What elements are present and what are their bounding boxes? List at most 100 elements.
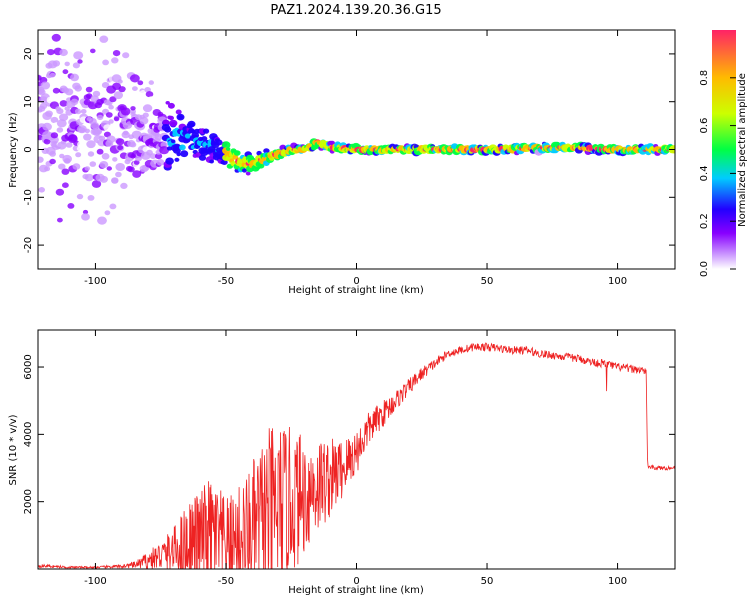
spectrogram-cell	[72, 163, 81, 170]
spectrogram-cell	[169, 119, 178, 127]
chart-title: PAZ1.2024.139.20.36.G15	[270, 3, 441, 18]
snr-xtick-label: 100	[608, 576, 627, 587]
spectrogram-ytick-label: -20	[23, 237, 34, 253]
spectrogram-cell	[180, 150, 189, 158]
spectrogram-cell	[108, 185, 118, 194]
spectrogram-cell	[65, 142, 73, 148]
spectrogram-cell	[132, 170, 142, 178]
spectrogram-cell	[97, 216, 107, 225]
spectrogram-cell	[44, 166, 51, 172]
spectrogram-cell	[112, 50, 121, 57]
spectrogram-cell	[142, 104, 153, 113]
spectrogram-cell	[168, 115, 174, 121]
snr-ylabel: SNR (10 * v/v)	[8, 414, 19, 485]
spectrogram-cell	[80, 109, 87, 114]
spectrogram-cell	[108, 119, 114, 124]
spectrogram-cell	[38, 187, 45, 193]
spectrogram-cell	[102, 59, 109, 66]
spectrogram-cell	[174, 157, 180, 162]
spectrogram-cell	[130, 109, 136, 114]
spectrogram-cell	[165, 157, 174, 165]
spectrogram-cell	[96, 148, 104, 155]
spectrogram-cell	[149, 153, 157, 160]
colorbar: 0.0 0.2 0.4 0.6 0.8 Normalized spectral ampl…	[699, 30, 748, 277]
spectrogram-cell	[111, 57, 119, 64]
spectrogram-cell	[233, 150, 241, 156]
snr-ytick-label: 2000	[23, 489, 34, 514]
spectrogram-cell	[130, 74, 140, 83]
spectrogram-cell	[55, 188, 65, 196]
spectrogram-cell	[108, 197, 118, 205]
spectrogram-cell	[106, 166, 113, 171]
spectrogram-cell	[127, 166, 135, 173]
snr-xtick-label: 50	[481, 576, 494, 587]
spectrogram-ytick-label: -10	[23, 189, 34, 205]
spectrogram-cell	[117, 79, 123, 84]
spectrogram-cell	[144, 87, 151, 93]
spectrogram-cell	[257, 163, 265, 169]
spectrogram-xtick-label: 50	[481, 276, 494, 287]
spectrogram-cell	[164, 126, 172, 133]
spectrogram-ytick-label: 0	[23, 146, 34, 152]
spectrogram-cell	[88, 79, 94, 85]
spectrogram-cell	[232, 155, 239, 160]
snr-series-line	[38, 342, 675, 569]
spectrogram-cell	[81, 213, 90, 221]
spectrogram-cell	[92, 90, 101, 97]
spectrogram-cell	[215, 139, 223, 146]
spectrogram-cell	[74, 85, 82, 92]
spectrogram-cell	[198, 154, 207, 161]
spectrogram-cell	[77, 140, 87, 149]
spectrogram-cell	[245, 171, 251, 176]
spectrogram-cell	[669, 145, 675, 153]
spectrogram-cell	[62, 69, 69, 75]
spectrogram-cell	[50, 116, 59, 124]
spectrogram-cell	[52, 60, 61, 67]
spectrogram-cell	[94, 129, 102, 136]
spectrogram-cell	[109, 203, 117, 210]
spectrogram-cell	[188, 122, 195, 128]
spectrogram-cell	[90, 48, 96, 54]
spectrogram-cell	[185, 138, 191, 143]
spectrogram-cell	[39, 102, 48, 110]
colorbar-tick-label: 0.8	[699, 70, 710, 86]
spectrogram-cell	[74, 108, 82, 115]
spectrogram-cell	[52, 87, 60, 94]
spectrogram-cell	[38, 156, 44, 163]
spectrogram-cell	[62, 182, 69, 188]
spectrogram-cell	[77, 125, 87, 134]
spectrogram-xtick-label: 0	[353, 276, 359, 287]
spectrogram-cell	[113, 91, 123, 100]
spectrogram-cell	[99, 35, 109, 43]
spectrogram-cell	[263, 148, 270, 154]
spectrogram-cell	[170, 139, 176, 144]
spectrogram-cell	[70, 98, 79, 106]
spectrogram-cell	[77, 59, 83, 64]
spectrogram-cell	[73, 51, 84, 60]
spectrogram-cell	[145, 91, 154, 98]
spectrogram-cell	[103, 124, 112, 131]
spectrogram-cell	[96, 114, 104, 121]
spectrogram-cell	[43, 138, 51, 145]
spectrogram-ylabel: Frequency (Hz)	[8, 112, 19, 188]
spectrogram-cell	[101, 82, 110, 89]
spectrogram-cell	[242, 168, 247, 173]
snr-panel: -100 -50 0 50 100 2000 4000 6000 Height of stra…	[8, 329, 676, 596]
spectrogram-cell	[115, 171, 122, 178]
spectrogram-cell	[89, 161, 97, 167]
colorbar-tick-label: 0.0	[699, 261, 710, 277]
spectrogram-cell	[49, 72, 56, 78]
spectrogram-cell	[175, 109, 182, 115]
spectrogram-cell	[109, 96, 117, 103]
spectrogram-cell	[184, 133, 191, 139]
spectrogram-cell	[221, 141, 231, 149]
spectrogram-cell	[105, 112, 113, 118]
spectrogram-cell	[139, 117, 149, 125]
spectrogram-cell	[59, 113, 69, 122]
spectrogram-cell	[40, 81, 51, 90]
spectrogram-cell	[147, 96, 156, 103]
spectrogram-cell	[225, 147, 231, 151]
spectrogram-cell	[85, 86, 93, 93]
spectrogram-cell	[64, 88, 74, 96]
